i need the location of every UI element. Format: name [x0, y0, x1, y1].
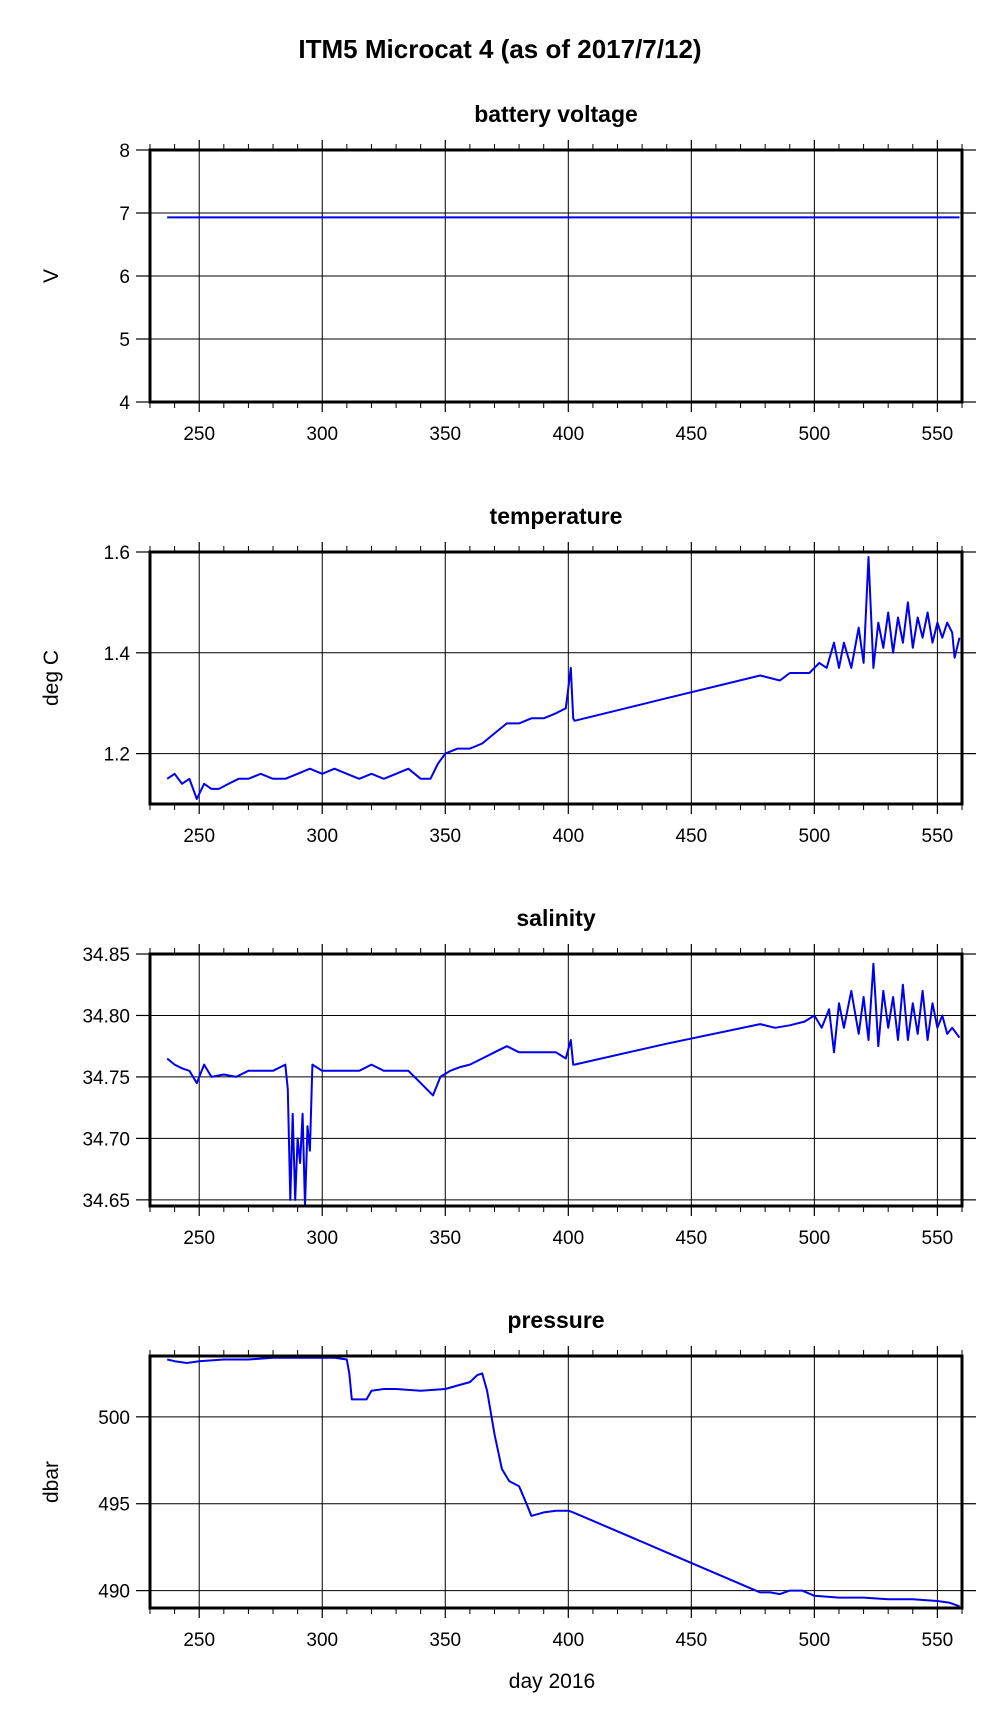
plot-frame — [148, 550, 964, 806]
y-tick-label: 495 — [98, 1495, 130, 1516]
y-tick-label: 1.4 — [104, 644, 131, 665]
panel-title: battery voltage — [474, 101, 638, 127]
x-tick-label: 450 — [675, 1228, 707, 1249]
x-tick-label: 500 — [799, 826, 831, 847]
x-tick-label: 400 — [552, 826, 584, 847]
x-tick-label: 400 — [552, 424, 584, 445]
x-tick-label: 250 — [183, 424, 215, 445]
y-axis-label: dbar — [40, 1461, 63, 1503]
x-tick-label: 300 — [306, 826, 338, 847]
y-tick-label: 4 — [119, 393, 130, 414]
panel-title: salinity — [516, 905, 595, 931]
x-tick-label: 300 — [306, 1228, 338, 1249]
y-tick-label: 1.6 — [104, 543, 130, 564]
y-tick-label: 34.65 — [82, 1191, 130, 1212]
x-tick-label: 550 — [922, 424, 954, 445]
panel-title: pressure — [507, 1307, 604, 1333]
x-tick-label: 550 — [922, 1228, 954, 1249]
y-tick-label: 5 — [119, 330, 130, 351]
x-tick-label: 250 — [183, 826, 215, 847]
x-tick-label: 500 — [799, 1228, 831, 1249]
x-tick-label: 500 — [799, 1630, 831, 1651]
x-tick-label: 450 — [675, 826, 707, 847]
series-line-0 — [166, 1356, 960, 1608]
y-axis-label: V — [40, 269, 63, 283]
x-tick-label: 400 — [552, 1630, 584, 1651]
battery-voltage-panel: battery voltage 250 300 350 400 450 500 550 4 5 6 7… — [40, 101, 976, 445]
x-tick-label: 450 — [675, 1630, 707, 1651]
x-tick-label: 250 — [183, 1630, 215, 1651]
y-tick-label: 34.70 — [82, 1129, 130, 1150]
pressure-panel: pressure 250 300 350 400 450 500 550 490 495 500 db… — [40, 1307, 976, 1651]
plot-frame — [148, 952, 964, 1208]
y-tick-label: 34.80 — [82, 1006, 130, 1027]
y-tick-label: 1.2 — [104, 745, 130, 766]
salinity-panel: salinity 250 300 350 400 450 500 550 34.65 34.70 3… — [82, 905, 976, 1249]
x-tick-label: 350 — [429, 826, 461, 847]
x-tick-label: 450 — [675, 424, 707, 445]
x-tick-label: 300 — [306, 1630, 338, 1651]
x-tick-label: 500 — [799, 424, 831, 445]
y-tick-label: 6 — [119, 267, 130, 288]
x-tick-label: 350 — [429, 1228, 461, 1249]
y-tick-label: 8 — [119, 141, 130, 162]
x-tick-label: 250 — [183, 1228, 215, 1249]
series-line-0 — [166, 556, 961, 800]
x-tick-label: 550 — [922, 826, 954, 847]
figure-title: ITM5 Microcat 4 (as of 2017/7/12) — [298, 34, 701, 64]
plot-frame — [148, 1354, 964, 1610]
y-tick-label: 500 — [98, 1408, 130, 1429]
x-tick-label: 400 — [552, 1228, 584, 1249]
y-tick-label: 7 — [119, 204, 130, 225]
x-tick-label: 350 — [429, 1630, 461, 1651]
y-tick-label: 34.75 — [82, 1068, 130, 1089]
x-tick-label: 350 — [429, 424, 461, 445]
panel-title: temperature — [490, 503, 623, 529]
y-axis-label: deg C — [40, 650, 63, 706]
y-tick-label: 490 — [98, 1582, 130, 1603]
x-tick-label: 300 — [306, 424, 338, 445]
y-tick-label: 34.85 — [82, 945, 130, 966]
x-axis-label: day 2016 — [509, 1670, 595, 1693]
series-line-0 — [166, 962, 961, 1206]
x-tick-label: 550 — [922, 1630, 954, 1651]
temperature-panel: temperature 250 300 350 400 450 500 550 1.2 1.4 1.… — [40, 503, 976, 847]
plot-frame — [148, 148, 964, 404]
